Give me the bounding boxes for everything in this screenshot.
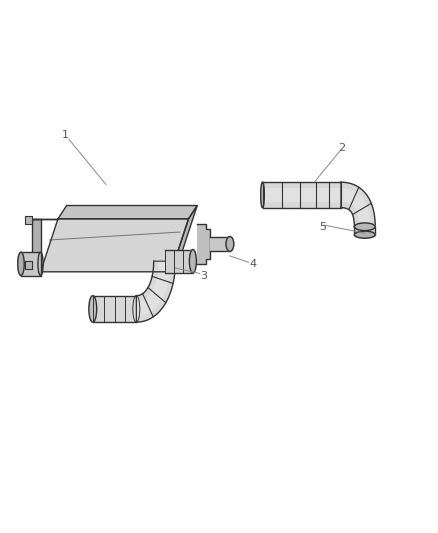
Polygon shape	[197, 224, 210, 264]
Ellipse shape	[226, 237, 234, 252]
Polygon shape	[41, 219, 188, 272]
Polygon shape	[262, 188, 341, 202]
Polygon shape	[341, 182, 375, 227]
Ellipse shape	[354, 223, 375, 231]
Text: 5: 5	[319, 222, 326, 232]
Polygon shape	[210, 237, 230, 252]
Text: 2: 2	[338, 143, 345, 153]
Polygon shape	[165, 249, 193, 273]
Polygon shape	[93, 296, 136, 322]
Text: 1: 1	[62, 130, 69, 140]
Ellipse shape	[189, 249, 196, 273]
Polygon shape	[171, 206, 197, 272]
Ellipse shape	[354, 231, 375, 238]
Polygon shape	[341, 188, 371, 227]
Polygon shape	[136, 261, 176, 322]
Polygon shape	[262, 182, 341, 208]
Text: 3: 3	[200, 271, 207, 280]
Polygon shape	[136, 261, 170, 316]
Polygon shape	[25, 216, 32, 224]
Ellipse shape	[18, 252, 24, 276]
Polygon shape	[32, 219, 41, 274]
Text: 4: 4	[249, 260, 257, 269]
Polygon shape	[354, 227, 375, 235]
Ellipse shape	[261, 182, 265, 208]
Polygon shape	[25, 261, 32, 269]
Polygon shape	[58, 206, 197, 219]
Ellipse shape	[89, 296, 97, 322]
Polygon shape	[21, 252, 41, 276]
